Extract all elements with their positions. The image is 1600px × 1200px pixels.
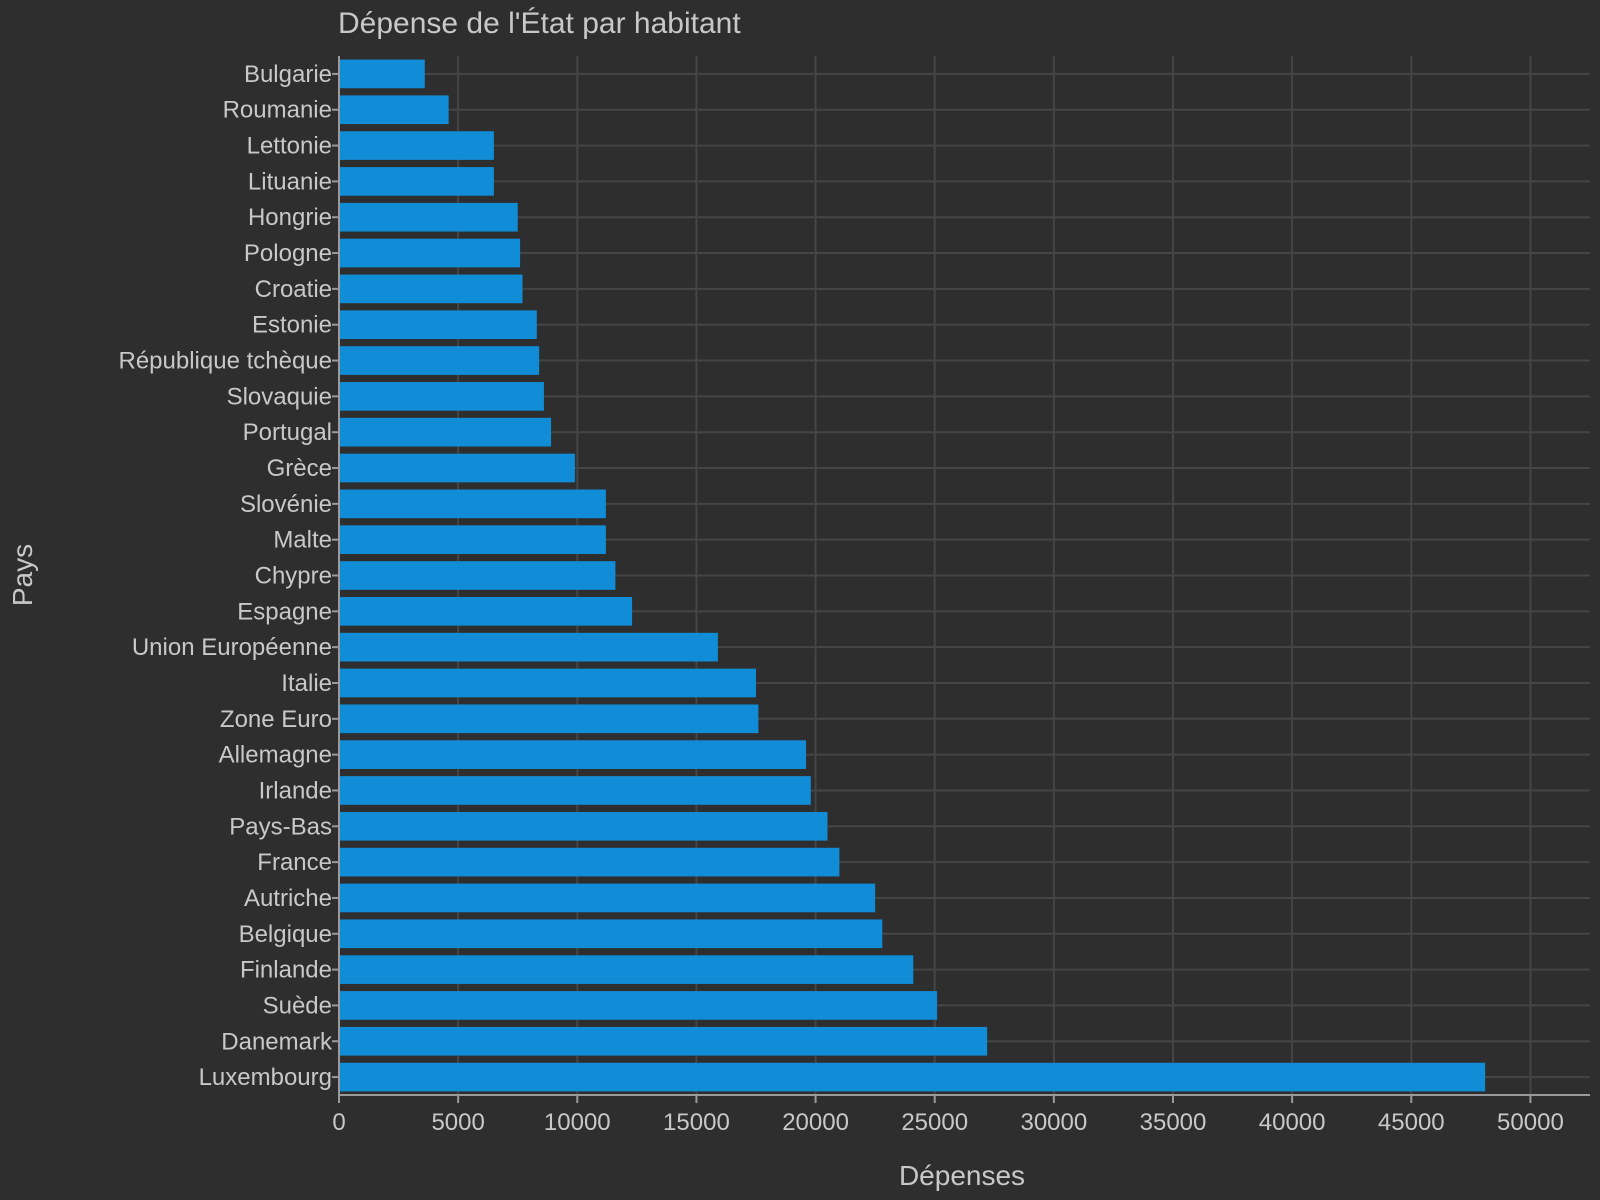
bar-italie	[339, 668, 756, 698]
bar-france	[339, 847, 840, 877]
x-tick-label: 0	[332, 1109, 345, 1136]
bar-estonie	[339, 310, 537, 340]
category-label: Roumanie	[223, 97, 332, 124]
category-label: Danemark	[221, 1028, 333, 1055]
category-label: Hongrie	[248, 204, 332, 231]
x-tick-label: 30000	[1020, 1109, 1087, 1136]
x-axis-title: Dépenses	[899, 1160, 1025, 1191]
x-tick-label: 10000	[544, 1109, 611, 1136]
bar-luxembourg	[339, 1062, 1486, 1092]
bar-bulgarie	[339, 59, 425, 89]
bar-danemark	[339, 1026, 988, 1056]
x-tick-label: 40000	[1259, 1109, 1326, 1136]
category-label: Autriche	[244, 885, 332, 912]
category-label: Luxembourg	[199, 1064, 332, 1091]
y-axis-title: Pays	[7, 544, 38, 606]
bar-croatie	[339, 274, 523, 304]
bar-roumanie	[339, 95, 449, 125]
bar-pays-bas	[339, 811, 828, 841]
category-label: Italie	[281, 670, 332, 697]
bar-irlande	[339, 776, 811, 805]
category-label: Estonie	[252, 312, 332, 339]
category-label: Pologne	[244, 240, 332, 267]
bar-union-europ-enne	[339, 632, 718, 662]
bar-hongrie	[339, 202, 518, 232]
chart-title: Dépense de l'État par habitant	[338, 7, 741, 40]
x-tick-label: 35000	[1140, 1109, 1207, 1136]
category-label: Slovénie	[240, 491, 332, 518]
x-tick-label: 5000	[431, 1109, 484, 1136]
bar-gr-ce	[339, 453, 575, 483]
bar-allemagne	[339, 740, 807, 769]
axes: 0 5000 10000 15000 20000 25000 30000 35000 40000…	[118, 56, 1590, 1136]
category-label: Union Européenne	[132, 634, 332, 661]
bar-finlande	[339, 955, 914, 984]
x-tick-label: 25000	[901, 1109, 968, 1136]
bar-belgique	[339, 919, 883, 949]
category-label: Croatie	[255, 276, 332, 303]
x-tick-label: 20000	[782, 1109, 849, 1136]
category-label: Irlande	[259, 777, 332, 804]
bar-lettonie	[339, 131, 494, 160]
bar-lituanie	[339, 167, 494, 196]
bar-slov-nie	[339, 489, 606, 519]
x-tick-label: 50000	[1497, 1109, 1564, 1136]
category-label: Espagne	[237, 598, 332, 625]
bar-espagne	[339, 596, 633, 626]
bar-pologne	[339, 238, 521, 268]
category-label: France	[257, 849, 332, 876]
category-label: Lituanie	[248, 168, 332, 195]
bar-malte	[339, 525, 606, 555]
bar-zone-euro	[339, 704, 759, 734]
bar-autriche	[339, 883, 876, 913]
category-label: Bulgarie	[244, 61, 332, 88]
category-label: Finlande	[240, 957, 332, 984]
category-label: Slovaquie	[227, 383, 332, 410]
bar-su-de	[339, 991, 938, 1020]
category-label: Malte	[273, 527, 332, 554]
category-label: Pays-Bas	[229, 813, 332, 840]
category-label: Belgique	[239, 921, 332, 948]
bars	[339, 59, 1486, 1092]
x-tick-label: 45000	[1378, 1109, 1445, 1136]
category-label: Allemagne	[219, 742, 332, 769]
category-label: Lettonie	[247, 133, 332, 160]
x-tick-label: 15000	[663, 1109, 730, 1136]
bar-portugal	[339, 417, 552, 447]
category-label: Suède	[263, 992, 332, 1019]
category-label: Chypre	[255, 563, 332, 590]
category-label: République tchèque	[118, 348, 332, 375]
bar-slovaquie	[339, 382, 544, 411]
bar-r-publique-tch-que	[339, 346, 540, 375]
bar-chypre	[339, 561, 616, 590]
category-label: Zone Euro	[220, 706, 332, 733]
category-label: Portugal	[243, 419, 332, 446]
category-label: Grèce	[267, 455, 332, 482]
